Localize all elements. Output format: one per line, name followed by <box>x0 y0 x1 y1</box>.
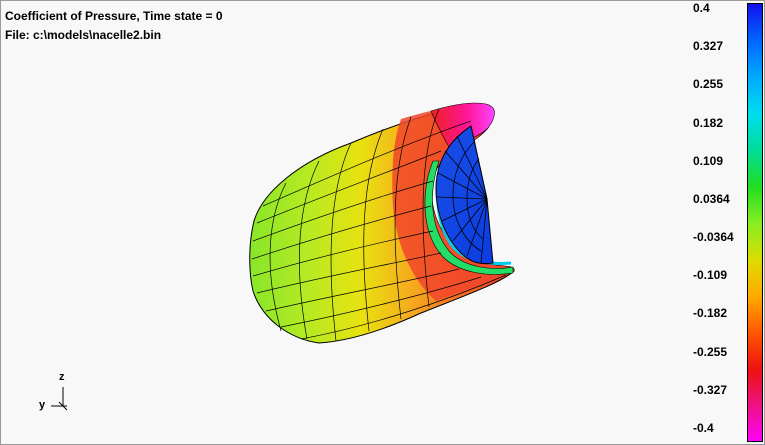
y-axis-label: y <box>39 399 46 411</box>
legend-tick-label: 0.182 <box>693 115 724 130</box>
cowl-mesh-lines <box>251 108 507 342</box>
color-scale-bar <box>747 3 763 442</box>
axes-arrows-icon <box>51 387 68 411</box>
legend-tick-label: -0.4 <box>693 421 714 435</box>
nacelle-model[interactable] <box>1 1 691 445</box>
legend-tick-label: -0.109 <box>693 268 728 283</box>
legend-tick-label: -0.182 <box>693 306 728 321</box>
inlet-ring <box>424 160 514 275</box>
legend-tick-label: -0.327 <box>693 382 728 397</box>
legend-tick-label: -0.0364 <box>693 230 734 245</box>
legend-tick-label: 0.255 <box>693 77 724 92</box>
color-scale-gradient <box>748 4 762 441</box>
result-title: Coefficient of Pressure, Time state = 0 <box>5 9 223 23</box>
legend-labels: 0.4 0.327 0.255 0.182 0.109 0.0364 -0.0364 -0.1… <box>691 1 745 444</box>
axes-triad: z y <box>37 371 77 415</box>
legend-tick-label: 0.4 <box>693 1 710 15</box>
legend-tick-label: -0.255 <box>693 344 728 359</box>
inlet-mesh-lines <box>436 125 488 264</box>
info-text: Coefficient of Pressure, Time state = 0 … <box>5 7 223 45</box>
legend-tick-label: 0.327 <box>693 39 724 54</box>
z-axis-label: z <box>59 371 65 383</box>
lip-top <box>430 102 495 148</box>
legend-tick-label: 0.109 <box>693 153 724 168</box>
legend-tick-label: 0.0364 <box>693 191 730 206</box>
model-file-path: File: c:\models\nacelle2.bin <box>5 28 162 42</box>
inlet-face <box>435 125 494 265</box>
lip-band <box>392 104 515 301</box>
